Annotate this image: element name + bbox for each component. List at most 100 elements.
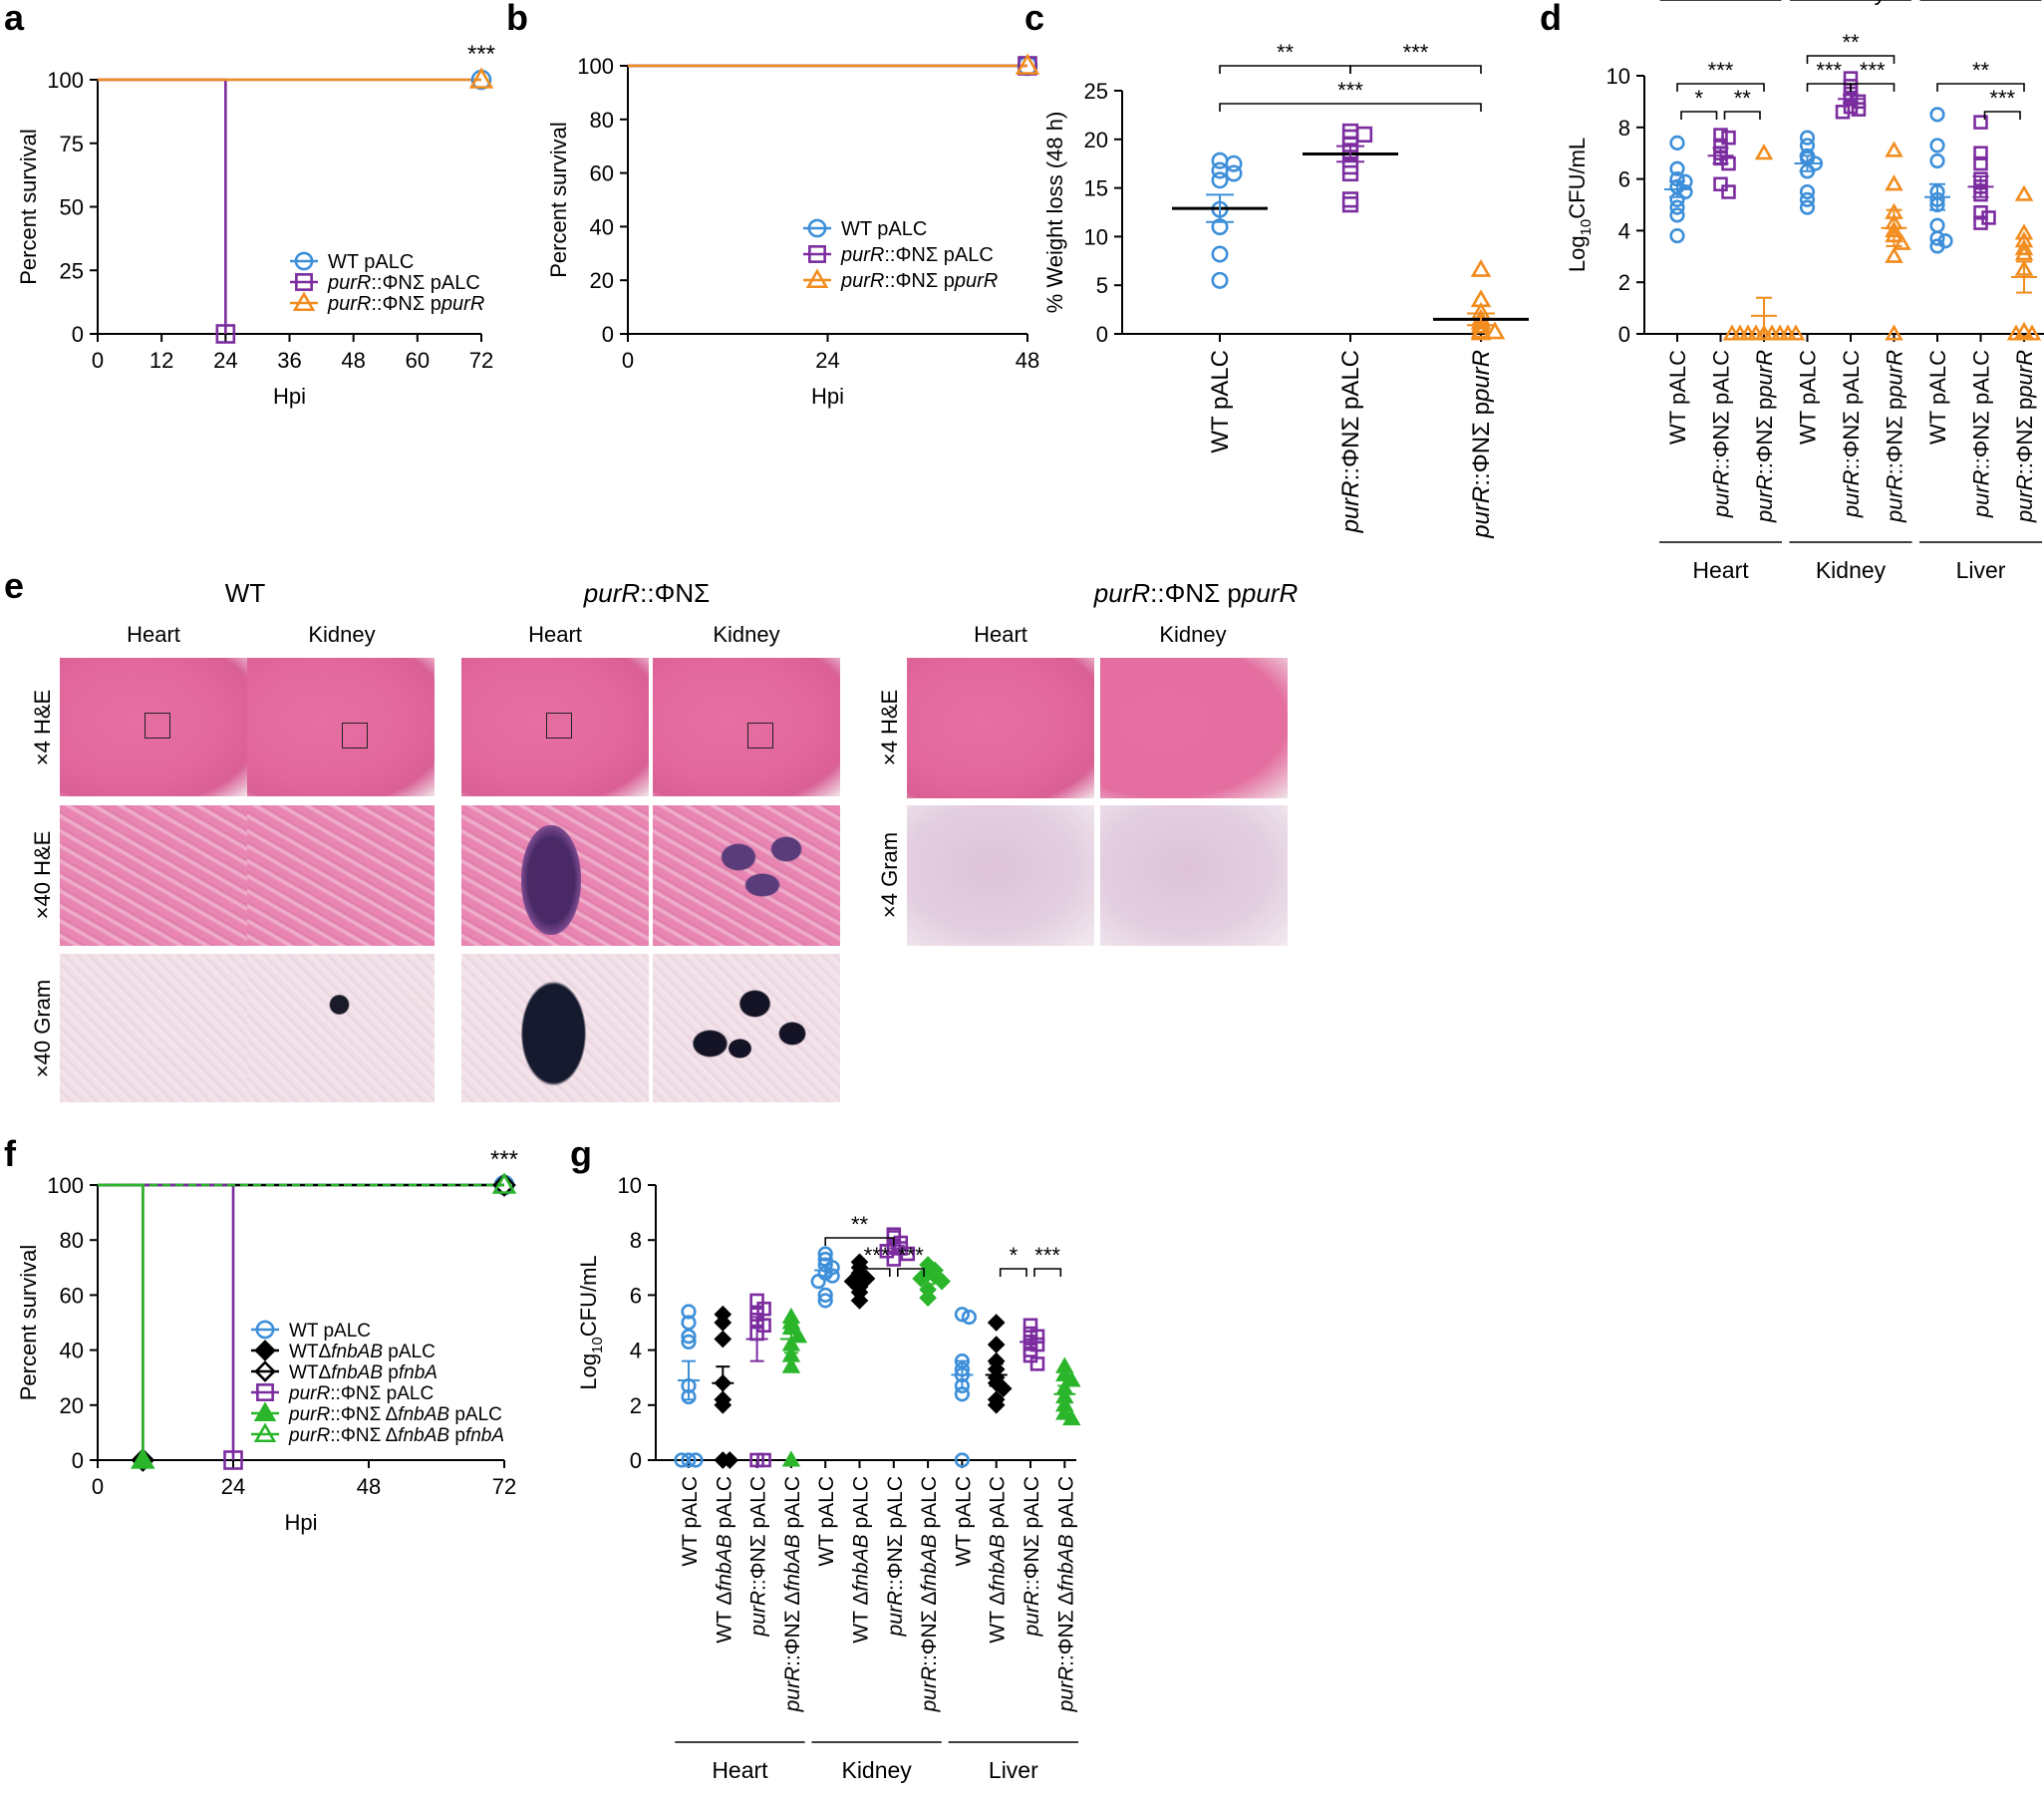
row-label: ×4 H&E bbox=[30, 690, 55, 765]
row-label: ×4 Gram bbox=[877, 832, 902, 918]
legend-marker bbox=[807, 218, 827, 238]
data-point bbox=[2014, 238, 2034, 256]
significance-bracket bbox=[1983, 111, 2021, 120]
data-point bbox=[681, 1304, 697, 1320]
significance-bracket bbox=[1806, 55, 1896, 64]
histology-image-gram40 bbox=[247, 954, 435, 1102]
category-label: purR::ΦNΣ ppurR bbox=[1468, 350, 1495, 539]
legend-marker bbox=[295, 273, 313, 291]
data-point bbox=[1973, 115, 1988, 130]
data-point bbox=[1973, 215, 1988, 230]
category-label: purR::ΦNΣ pALC bbox=[1839, 350, 1864, 518]
y-tick-label: 10 bbox=[618, 1173, 642, 1198]
panel-letter: b bbox=[506, 0, 528, 38]
significance-label: *** bbox=[1034, 1243, 1060, 1268]
significance-bracket bbox=[824, 1237, 895, 1246]
data-point bbox=[688, 1452, 704, 1468]
y-tick-label: 4 bbox=[1618, 218, 1630, 243]
data-point bbox=[919, 1289, 937, 1307]
legend-label: purR::ΦNΣ ppurR bbox=[327, 293, 484, 315]
legend-marker bbox=[808, 245, 826, 263]
category-label: WT pALC bbox=[815, 1476, 838, 1567]
data-point bbox=[1470, 322, 1492, 341]
legend-marker bbox=[253, 1401, 277, 1422]
data-point bbox=[1786, 324, 1806, 341]
row-label: ×40 H&E bbox=[30, 831, 55, 920]
data-point bbox=[1885, 141, 1903, 157]
significance-label: * bbox=[1694, 86, 1703, 111]
panel-letter: d bbox=[1540, 0, 1562, 38]
group-title: WT bbox=[225, 578, 266, 608]
data-point bbox=[1893, 233, 1911, 250]
data-point bbox=[817, 1293, 833, 1309]
significance-bracket bbox=[999, 1268, 1027, 1277]
significance-bracket bbox=[1936, 83, 2025, 92]
data-point bbox=[1973, 155, 1988, 171]
category-label: purR::ΦNΣ ppurR bbox=[2012, 350, 2037, 523]
data-point bbox=[1211, 271, 1229, 289]
y-tick-label: 0 bbox=[1618, 322, 1630, 347]
data-point bbox=[2014, 321, 2034, 338]
data-point bbox=[215, 324, 236, 344]
significance-label: *** bbox=[490, 1146, 518, 1173]
x-tick-label: 36 bbox=[277, 348, 301, 373]
data-point bbox=[468, 67, 494, 89]
data-point bbox=[2006, 324, 2026, 341]
y-tick-label: 20 bbox=[60, 1393, 84, 1418]
group-title: purR::ΦNΣ ppurR bbox=[1093, 578, 1298, 608]
x-tick-label: 24 bbox=[213, 348, 237, 373]
y-tick-label: 20 bbox=[590, 268, 614, 293]
organ-groups-d: Heart Kidney Liver bbox=[1659, 541, 2042, 583]
y-tick-label: 8 bbox=[630, 1228, 642, 1253]
data-point bbox=[1929, 238, 1945, 254]
y-tick-label: 2 bbox=[630, 1393, 642, 1418]
organ-label: Liver bbox=[1956, 557, 2006, 583]
data-point bbox=[131, 1447, 155, 1469]
y-axis-label: Log10CFU/mL bbox=[576, 1255, 606, 1389]
y-tick-label: 4 bbox=[630, 1339, 642, 1363]
category-label: purR::ΦNΣ ΔfnbAB pALC bbox=[781, 1476, 804, 1712]
significance-label: * bbox=[1010, 1243, 1019, 1268]
category-label: purR::ΦNΣ ppurR bbox=[1883, 350, 1907, 523]
y-tick-label: 80 bbox=[590, 108, 614, 133]
organ-label: Kidney bbox=[1816, 0, 1887, 5]
y-axis-label: Percent survival bbox=[16, 1245, 41, 1401]
histology-image-he40 bbox=[60, 805, 247, 946]
y-tick-label: 100 bbox=[47, 68, 84, 93]
data-point bbox=[987, 1314, 1006, 1332]
data-point bbox=[1062, 1408, 1081, 1426]
data-point bbox=[714, 1314, 732, 1332]
organ-label: Liver bbox=[1956, 0, 2006, 5]
organ-label: Heart bbox=[1692, 557, 1749, 583]
data-point bbox=[1929, 107, 1945, 123]
significance-bracket bbox=[1219, 103, 1482, 112]
survival-chart-a: 0 25 50 75 100 0 12 24 36 48 60 72 Percent survival H… bbox=[16, 41, 495, 409]
significance-label: ** bbox=[1277, 40, 1295, 65]
data-point bbox=[1470, 311, 1492, 330]
tissue-label: Kidney bbox=[713, 622, 779, 647]
category-label: WT ΔfnbAB pALC bbox=[987, 1476, 1010, 1644]
y-tick-label: 6 bbox=[1618, 167, 1630, 192]
group-title: purR::ΦNΣ bbox=[583, 578, 710, 608]
significance-label: *** bbox=[864, 1243, 890, 1268]
significance-label: ** bbox=[1972, 58, 1990, 83]
legend-label: purR::ΦNΣ ppurR bbox=[840, 270, 998, 292]
tissue-label: Heart bbox=[528, 622, 582, 647]
x-axis-label: Hpi bbox=[284, 1510, 317, 1535]
data-point bbox=[1929, 138, 1945, 153]
tissue-label: Kidney bbox=[308, 622, 375, 647]
y-tick-label: 20 bbox=[1084, 128, 1108, 152]
data-point bbox=[491, 1172, 517, 1194]
x-tick-label: 0 bbox=[92, 348, 104, 373]
y-axis-label: Percent survival bbox=[16, 129, 41, 285]
category-label: WT pALC bbox=[952, 1476, 975, 1567]
y-tick-label: 0 bbox=[72, 1448, 84, 1473]
series-line bbox=[98, 1183, 235, 1460]
row-label: ×40 Gram bbox=[30, 980, 55, 1077]
x-tick-label: 72 bbox=[492, 1474, 516, 1499]
abscess-he40 bbox=[703, 825, 822, 905]
legend-label: purR::ΦNΣ pALC bbox=[840, 244, 994, 266]
